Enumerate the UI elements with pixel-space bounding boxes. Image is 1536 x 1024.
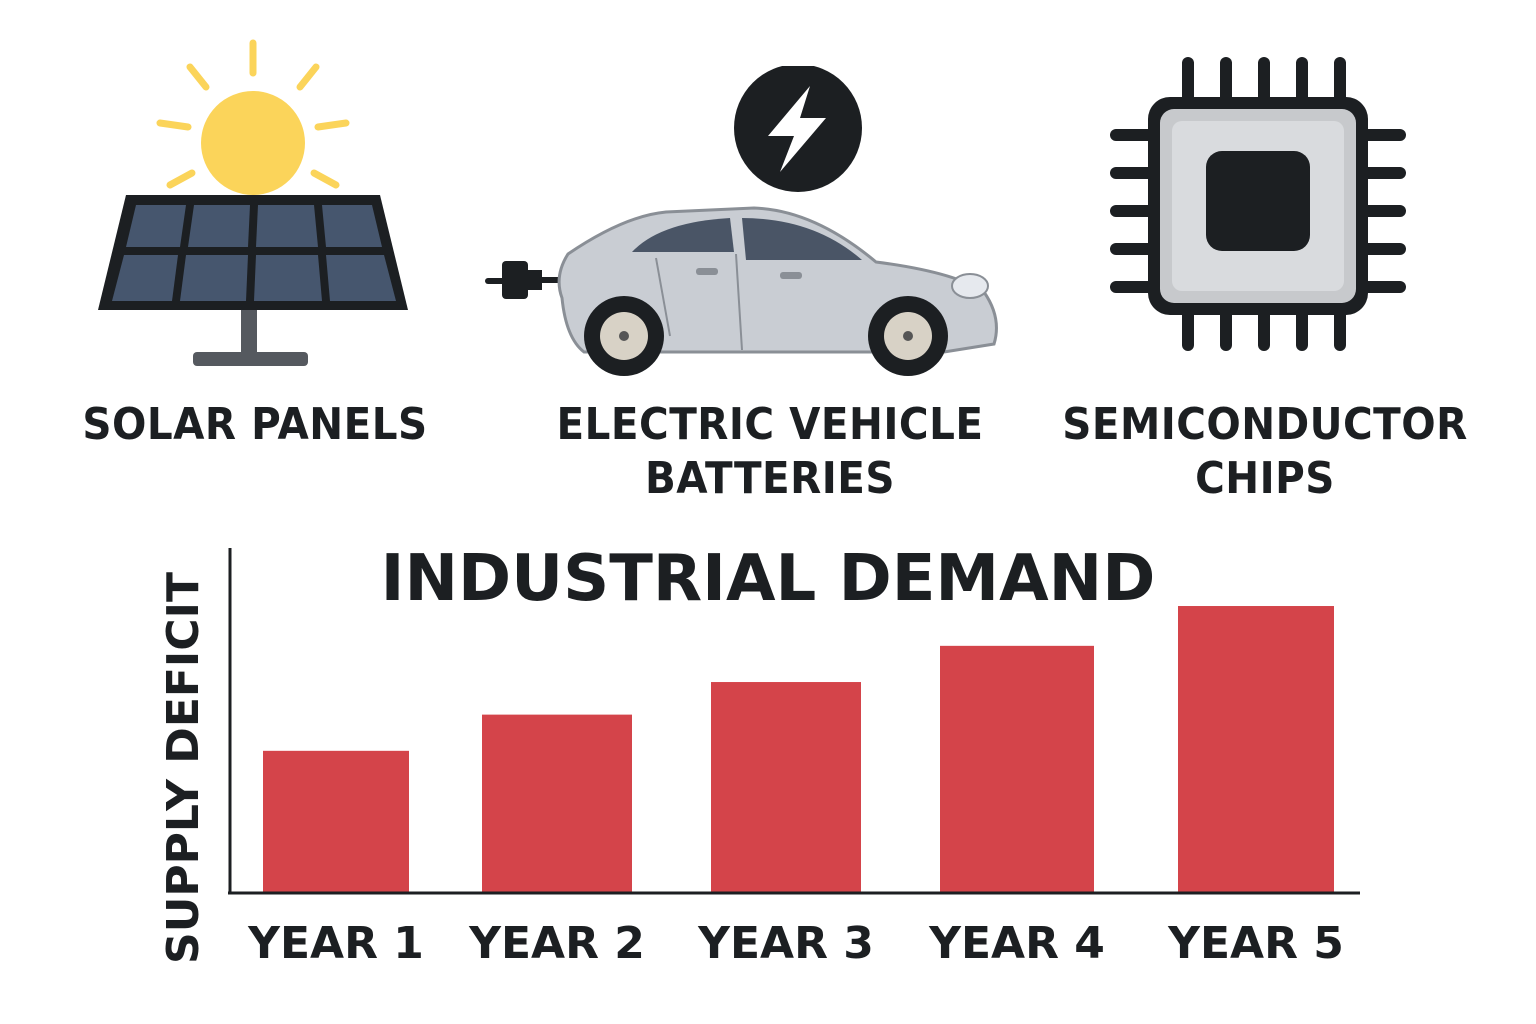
x-tick-label-4: YEAR 4 <box>928 918 1105 969</box>
x-tick-label-3: YEAR 3 <box>697 918 874 969</box>
microchip-icon <box>1108 55 1408 355</box>
x-tick-label-1: YEAR 1 <box>247 918 424 969</box>
supply-deficit-bar-chart: INDUSTRIAL DEMAND SUPPLY DEFICIT YEAR 1 Y… <box>158 542 1360 969</box>
charging-plug-icon <box>485 261 568 299</box>
chart-title: INDUSTRIAL DEMAND <box>381 542 1156 616</box>
lightning-bolt-icon <box>734 64 862 192</box>
x-tick-label-2: YEAR 2 <box>468 918 645 969</box>
y-axis-label: SUPPLY DEFICIT <box>158 572 209 964</box>
solar-panels-label: SOLAR PANELS <box>82 399 428 450</box>
electric-car-icon <box>484 64 1004 378</box>
bar-5 <box>1178 606 1334 892</box>
bar-1 <box>263 750 409 892</box>
ev-batteries-label: ELECTRIC VEHICLE BATTERIES <box>556 399 984 504</box>
solar-panel-icon <box>90 35 420 375</box>
bar-2 <box>482 714 632 892</box>
semiconductor-chips-label: SEMICONDUCTOR CHIPS <box>1062 399 1468 504</box>
x-tick-label-5: YEAR 5 <box>1167 918 1344 969</box>
bar-3 <box>711 682 861 892</box>
bar-4 <box>940 645 1094 892</box>
